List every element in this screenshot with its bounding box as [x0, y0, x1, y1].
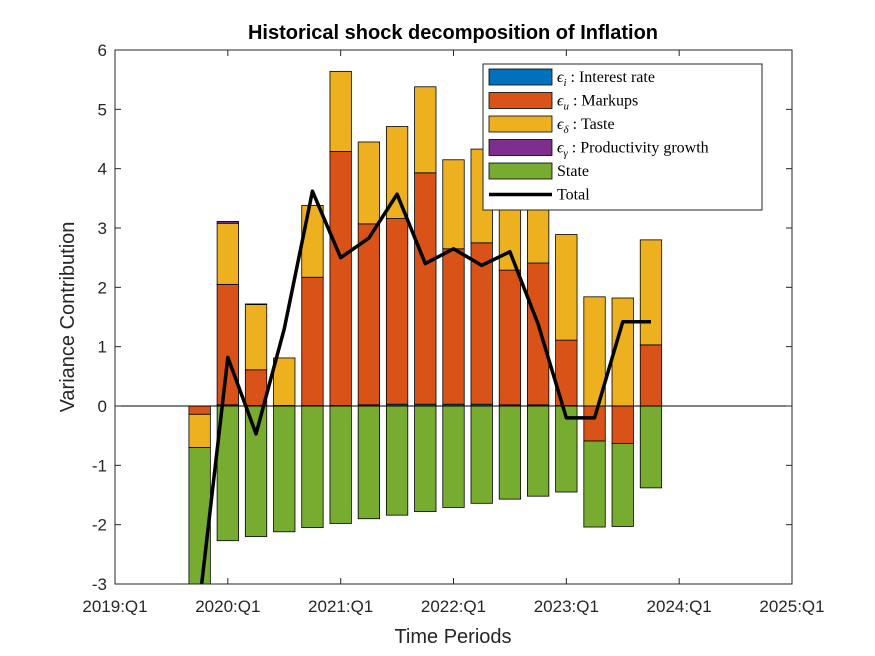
bar-taste-2020-q2 [244, 304, 268, 371]
bar-markups-2020-q4 [301, 276, 324, 406]
legend-label-state: State [557, 163, 589, 180]
bar-markups-2021-q3 [385, 218, 409, 405]
bar-taste-2023-q4 [639, 239, 663, 346]
bar-taste-2022-q1 [442, 159, 465, 250]
y-tick-label: 0 [98, 397, 107, 416]
bar-state-2020-q2 [244, 405, 268, 537]
bar-markups-2022-q1 [442, 248, 465, 405]
bar-taste-2020-q4 [301, 205, 324, 278]
legend-label-taste: ϵδ : Taste [557, 116, 615, 136]
bar-markups-2023-q4 [639, 344, 663, 407]
bar-taste-2019-q4 [188, 413, 211, 448]
bar-taste-2020-q1 [216, 222, 239, 285]
bar-taste-2021-q4 [414, 86, 437, 174]
bar-taste-2021-q3 [385, 126, 409, 219]
x-tick-label: 2022:Q1 [421, 597, 486, 616]
bar-markups-2020-q1 [216, 283, 239, 406]
legend-label-markups: ϵu : Markups [557, 93, 638, 113]
legend-swatch-interest [488, 68, 553, 86]
bar-markups-2021-q4 [414, 172, 437, 405]
bar-state-2021-q1 [329, 405, 352, 524]
y-tick-label: 3 [98, 219, 107, 238]
bar-markups-2022-q3 [498, 269, 522, 406]
chart-title: Historical shock decomposition of Inflat… [248, 22, 658, 44]
y-tick-label: 5 [98, 100, 107, 119]
y-tick-label: 4 [98, 160, 107, 179]
bar-markups-2023-q3 [611, 405, 634, 444]
x-axis-label: Time Periods [394, 626, 511, 648]
y-tick-label: -2 [92, 516, 107, 535]
legend-swatch-markups [488, 92, 553, 109]
legend-swatch-state [488, 162, 553, 180]
y-tick-label: 6 [98, 41, 107, 60]
bar-state-2022-q1 [442, 405, 465, 508]
x-tick-label: 2019:Q1 [82, 597, 147, 616]
bar-state-2023-q4 [639, 405, 663, 489]
legend-label-productivity: ϵγ : Productivity growth [557, 140, 709, 160]
bar-markups-2021-q1 [329, 151, 352, 406]
x-tick-label: 2025:Q1 [759, 597, 824, 616]
bar-state-2023-q3 [611, 442, 634, 527]
x-tick-label: 2021:Q1 [308, 597, 373, 616]
bar-markups-2022-q4 [527, 262, 550, 406]
bar-state-2021-q3 [385, 405, 409, 516]
bar-state-2021-q4 [414, 405, 437, 513]
total-line-layer [199, 189, 651, 584]
x-tick-label: 2024:Q1 [647, 597, 712, 616]
legend-swatch-taste [488, 115, 553, 133]
bar-state-2022-q3 [498, 405, 522, 500]
bar-state-2022-q4 [527, 405, 550, 497]
y-tick-label: -1 [92, 456, 107, 475]
y-axis-label: Variance Contribution [57, 222, 79, 413]
y-tick-label: 2 [98, 278, 107, 297]
bar-productivity-2020-q1 [216, 221, 239, 224]
legend: ϵi : Interest rate ϵu : Markups ϵδ : Taste… [482, 63, 763, 211]
y-tick-label: 1 [98, 338, 107, 357]
bar-productivity-2020-q2 [244, 303, 268, 305]
bar-state-2021-q2 [357, 405, 381, 520]
bars-layer [188, 70, 663, 584]
bar-taste-2023-q1 [555, 234, 578, 341]
bar-markups-2019-q4 [188, 405, 211, 415]
legend-label-total: Total [557, 187, 590, 204]
legend-label-interest: ϵi : Interest rate [557, 69, 655, 89]
axis-ticks: -3 -2 -1 0 1 2 3 4 5 6 2019:Q1 2020:Q1 2021:Q1 2022:Q… [82, 41, 824, 616]
bar-state-2020-q3 [273, 405, 296, 533]
bar-taste-2021-q2 [357, 141, 381, 225]
bar-state-2020-q4 [301, 405, 324, 529]
bar-state-2022-q2 [470, 405, 493, 504]
legend-box [482, 63, 763, 211]
bar-state-2019-q4 [188, 447, 211, 584]
bar-markups-2023-q2 [583, 405, 606, 442]
y-tick-label: -3 [92, 575, 107, 594]
bar-taste-2021-q1 [329, 70, 352, 152]
bar-markups-2021-q2 [357, 223, 381, 406]
bar-taste-2020-q3 [273, 357, 296, 406]
x-tick-label: 2023:Q1 [534, 597, 599, 616]
total-line [199, 189, 651, 584]
legend-swatch-productivity [488, 139, 553, 156]
x-tick-label: 2020:Q1 [195, 597, 260, 616]
bar-state-2023-q2 [583, 440, 606, 528]
